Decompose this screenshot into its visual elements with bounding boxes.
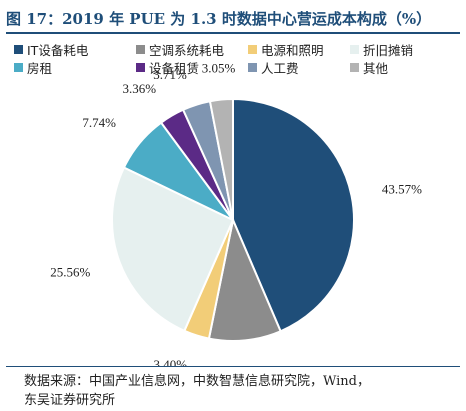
legend-item-it: IT设备耗电 xyxy=(14,40,88,59)
legend-label: IT设备耗电 xyxy=(27,43,89,58)
legend-item-other: 其他 xyxy=(350,58,388,77)
legend-label: 房租 xyxy=(27,61,53,76)
pie-slice xyxy=(208,97,234,221)
legend-swatch xyxy=(350,63,359,72)
pie-chart: 43.57% 9.62% 3.40% 25.56% 7.74% 3.36%3.71% 3.0… xyxy=(50,61,422,366)
legend-swatch xyxy=(136,63,145,72)
legend-label: 设备租赁 xyxy=(149,61,200,76)
legend-swatch xyxy=(248,63,257,72)
pie-slice-label: 3.36% xyxy=(123,81,157,96)
legend-item-leasing: 设备租赁 xyxy=(136,58,199,77)
pie-slice-label: 9.62% xyxy=(232,363,266,366)
legend-item-depreciation: 折旧摊销 xyxy=(350,40,413,59)
legend-label: 人工费 xyxy=(261,61,299,76)
legend-label: 电源和照明 xyxy=(261,43,324,58)
legend-label: 折旧摊销 xyxy=(363,43,414,58)
source-rule xyxy=(6,366,460,367)
legend-swatch xyxy=(136,45,145,54)
legend-swatch xyxy=(14,63,23,72)
legend-item-power: 电源和照明 xyxy=(248,40,324,59)
pie-slice-label: 3.40% xyxy=(154,357,188,366)
pie-slice xyxy=(111,166,235,333)
legend-item-hvac: 空调系统耗电 xyxy=(136,40,224,59)
title-rule xyxy=(6,32,460,34)
chart-title: 图 17：2019 年 PUE 为 1.3 时数据中心营运成本构成（%） xyxy=(6,10,432,28)
pie-slice-label: 43.57% xyxy=(382,182,422,197)
source-line-1: 数据来源：中国产业信息网，中数智慧信息研究院，Wind， xyxy=(24,374,370,389)
legend-item-rent: 房租 xyxy=(14,58,52,77)
pie-slice-label: 3.71% xyxy=(153,67,187,82)
legend-swatch xyxy=(248,45,257,54)
legend-swatch xyxy=(14,45,23,54)
legend-item-labor: 人工费 xyxy=(248,58,299,77)
pie-slice-label: 25.56% xyxy=(50,265,90,280)
legend-swatch xyxy=(350,45,359,54)
source-note: 数据来源：中国产业信息网，中数智慧信息研究院，Wind， 东吴证券研究所 xyxy=(24,372,454,410)
pie-slice-label: 3.05% xyxy=(202,61,236,76)
legend-label: 空调系统耗电 xyxy=(149,43,225,58)
legend-label: 其他 xyxy=(363,61,389,76)
pie-labels: 43.57% 9.62% 3.40% 25.56% 7.74% 3.36%3.71% 3.0… xyxy=(50,61,422,366)
pie-slice xyxy=(232,97,355,333)
pie-slice-label: 7.74% xyxy=(82,115,116,130)
source-line-2: 东吴证券研究所 xyxy=(24,393,116,408)
pie-slices xyxy=(111,97,355,342)
